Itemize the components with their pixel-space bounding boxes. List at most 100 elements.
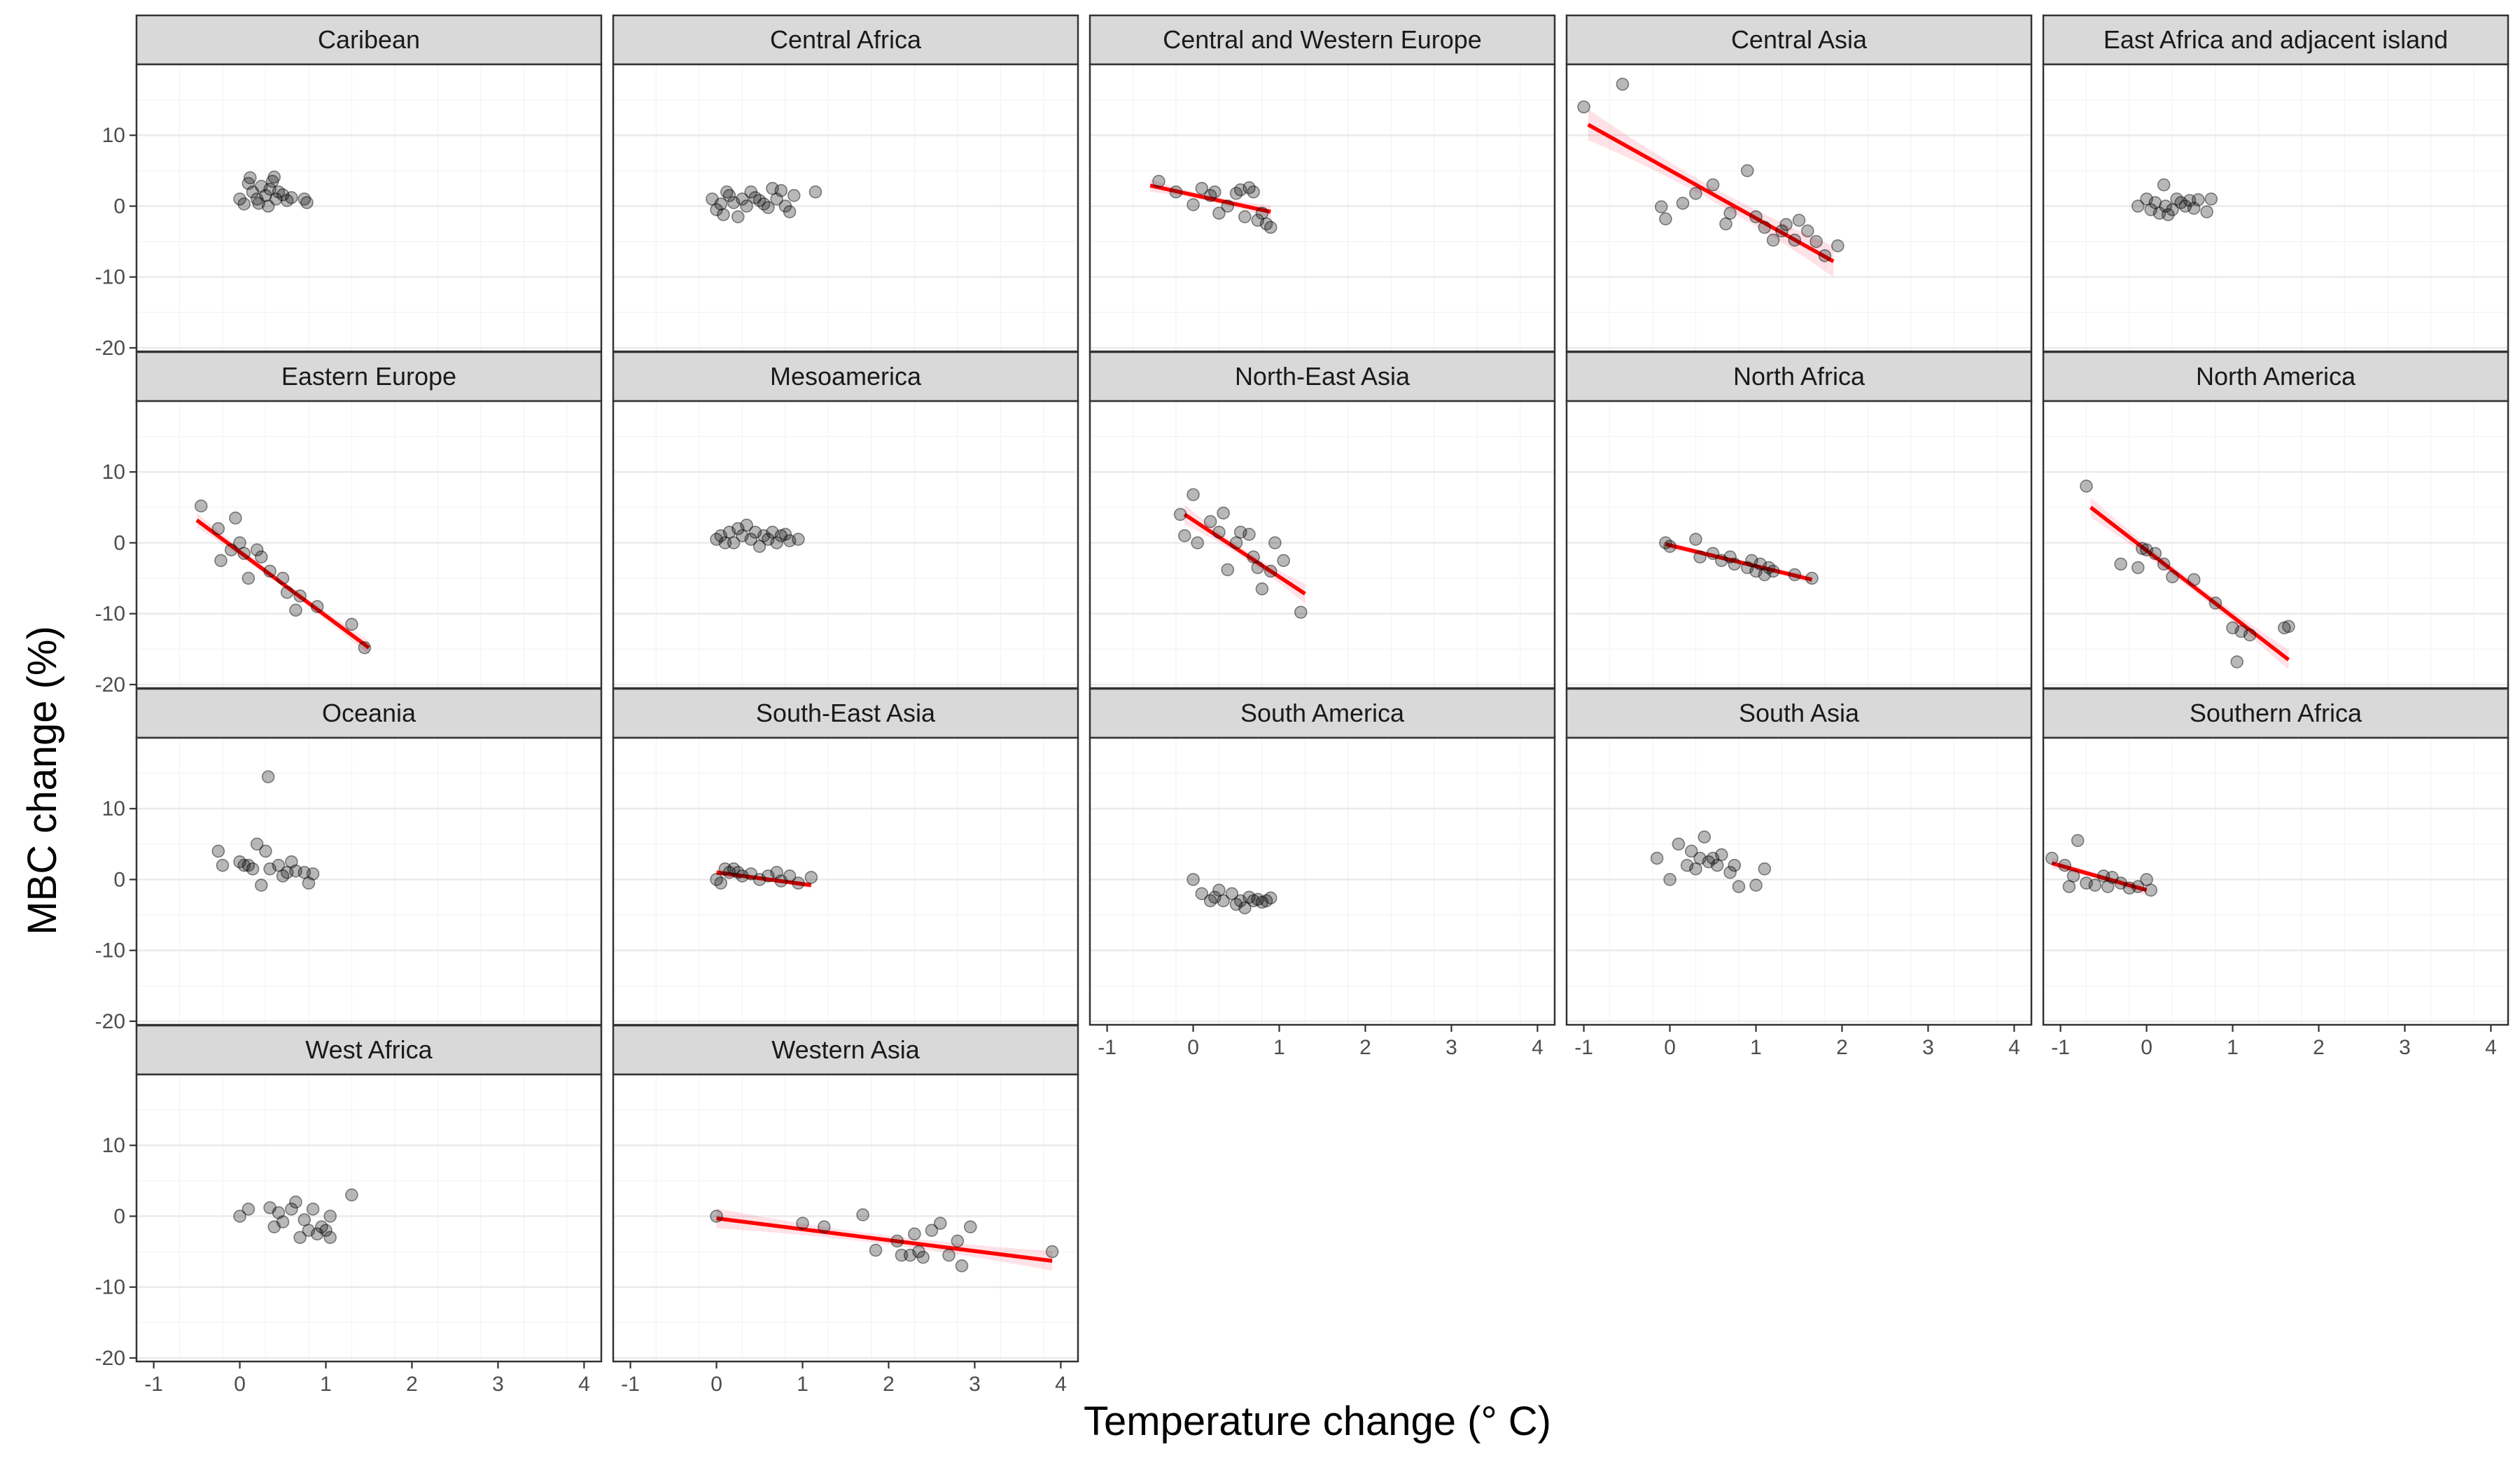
data-point xyxy=(358,640,372,654)
x-tick-label: -1 xyxy=(144,1373,163,1396)
data-point xyxy=(804,871,818,884)
data-point xyxy=(2166,203,2179,216)
data-point xyxy=(2101,880,2115,893)
points-south-america xyxy=(1186,873,1278,915)
data-point xyxy=(722,188,736,202)
data-point xyxy=(1203,188,1217,202)
data-point xyxy=(2192,193,2205,206)
strip-label-north-east-asia: North-East Asia xyxy=(1235,362,1410,391)
data-point xyxy=(300,196,314,209)
panel-border-south-asia xyxy=(1565,736,2033,1026)
data-point xyxy=(1212,525,1226,539)
panel-area-south-america xyxy=(1090,738,1555,1025)
data-point xyxy=(1680,858,1694,872)
data-point xyxy=(792,876,805,890)
data-point xyxy=(736,869,749,883)
x-tick-label: 0 xyxy=(234,1373,246,1396)
data-point xyxy=(2174,196,2188,209)
data-point xyxy=(1663,873,1676,886)
data-point xyxy=(2148,547,2162,560)
data-point xyxy=(1749,210,1763,223)
gridlines-southern-africa xyxy=(2043,738,2508,1025)
data-point xyxy=(718,536,732,550)
data-point xyxy=(2282,620,2295,634)
gridlines-north-africa xyxy=(1566,401,2031,688)
data-point xyxy=(298,866,312,879)
data-point xyxy=(241,571,255,585)
data-point xyxy=(263,1201,276,1214)
data-point xyxy=(1577,100,1590,114)
fit-line-north-east-asia xyxy=(1183,512,1306,596)
data-point xyxy=(214,554,227,568)
data-point xyxy=(744,533,758,546)
strip-label-mesoamerica: Mesoamerica xyxy=(770,362,922,391)
points-east-africa-and-adjacent-island xyxy=(2131,178,2218,221)
data-point xyxy=(1217,506,1230,520)
data-point xyxy=(310,600,324,613)
data-point xyxy=(1186,873,1200,886)
data-point xyxy=(808,185,822,199)
points-eastern-europe xyxy=(194,499,372,654)
data-point xyxy=(2088,878,2102,892)
data-point xyxy=(752,540,766,553)
strip-label-south-east-asia: South-East Asia xyxy=(756,699,936,727)
y-tick-label: -20 xyxy=(95,1010,125,1033)
data-point xyxy=(908,1227,921,1241)
x-tick-label: 4 xyxy=(1532,1036,1544,1059)
data-point xyxy=(244,171,257,185)
y-axis-caribean: -20 -10 0 10 xyxy=(95,124,136,360)
data-point xyxy=(1251,892,1265,906)
data-point xyxy=(2114,557,2127,571)
data-point xyxy=(1203,514,1217,528)
x-tick-label: 2 xyxy=(406,1373,418,1396)
data-point xyxy=(1754,557,1767,571)
data-point xyxy=(757,529,771,542)
strip-caribean xyxy=(135,14,603,66)
strip-label-central-and-western-europe: Central and Western Europe xyxy=(1163,25,1482,54)
data-point xyxy=(1805,571,1819,585)
data-point xyxy=(778,200,792,213)
x-tick-label: 0 xyxy=(710,1373,722,1396)
strip-eastern-europe xyxy=(135,351,603,402)
data-point xyxy=(1242,528,1256,541)
data-point xyxy=(1255,206,1269,220)
strip-label-caribean: Caribean xyxy=(318,25,420,54)
points-western-asia xyxy=(710,1208,1059,1273)
data-point xyxy=(1264,891,1278,905)
data-point xyxy=(2096,869,2110,883)
data-point xyxy=(963,1220,977,1233)
panel-north-africa: North Africa xyxy=(1565,351,2033,690)
data-point xyxy=(774,183,788,197)
data-point xyxy=(1264,564,1278,578)
data-point xyxy=(1203,894,1217,908)
y-tick-label: -10 xyxy=(95,266,125,289)
x-tick-label: 3 xyxy=(492,1373,504,1396)
panel-border-west-africa xyxy=(135,1073,603,1363)
panel-area-west-africa xyxy=(136,1074,601,1362)
x-tick-label: 4 xyxy=(1055,1373,1067,1396)
strip-label-southern-africa: Southern Africa xyxy=(2190,699,2362,727)
data-point xyxy=(2234,624,2248,638)
data-point xyxy=(254,878,268,892)
y-tick-label: -10 xyxy=(95,939,125,962)
panel-area-oceania xyxy=(136,738,601,1025)
data-point xyxy=(710,533,723,546)
data-point xyxy=(1684,844,1698,858)
data-point xyxy=(2144,203,2158,216)
y-tick-label: 10 xyxy=(102,461,125,484)
data-point xyxy=(293,589,307,603)
data-point xyxy=(925,1224,939,1238)
data-point xyxy=(722,525,736,539)
data-point xyxy=(1689,862,1702,876)
data-point xyxy=(1221,563,1235,577)
data-point xyxy=(1689,533,1702,546)
strip-label-east-africa-and-adjacent-island: East Africa and adjacent island xyxy=(2104,25,2448,54)
data-point xyxy=(2204,192,2218,206)
data-point xyxy=(1255,895,1269,909)
data-point xyxy=(1229,186,1243,200)
data-point xyxy=(2152,206,2166,220)
panel-eastern-europe: Eastern Europe -20 -10 0 10 xyxy=(95,351,603,696)
panel-area-western-asia xyxy=(613,1074,1078,1362)
x-tick-label: 1 xyxy=(2227,1036,2239,1059)
data-point xyxy=(1221,200,1235,213)
